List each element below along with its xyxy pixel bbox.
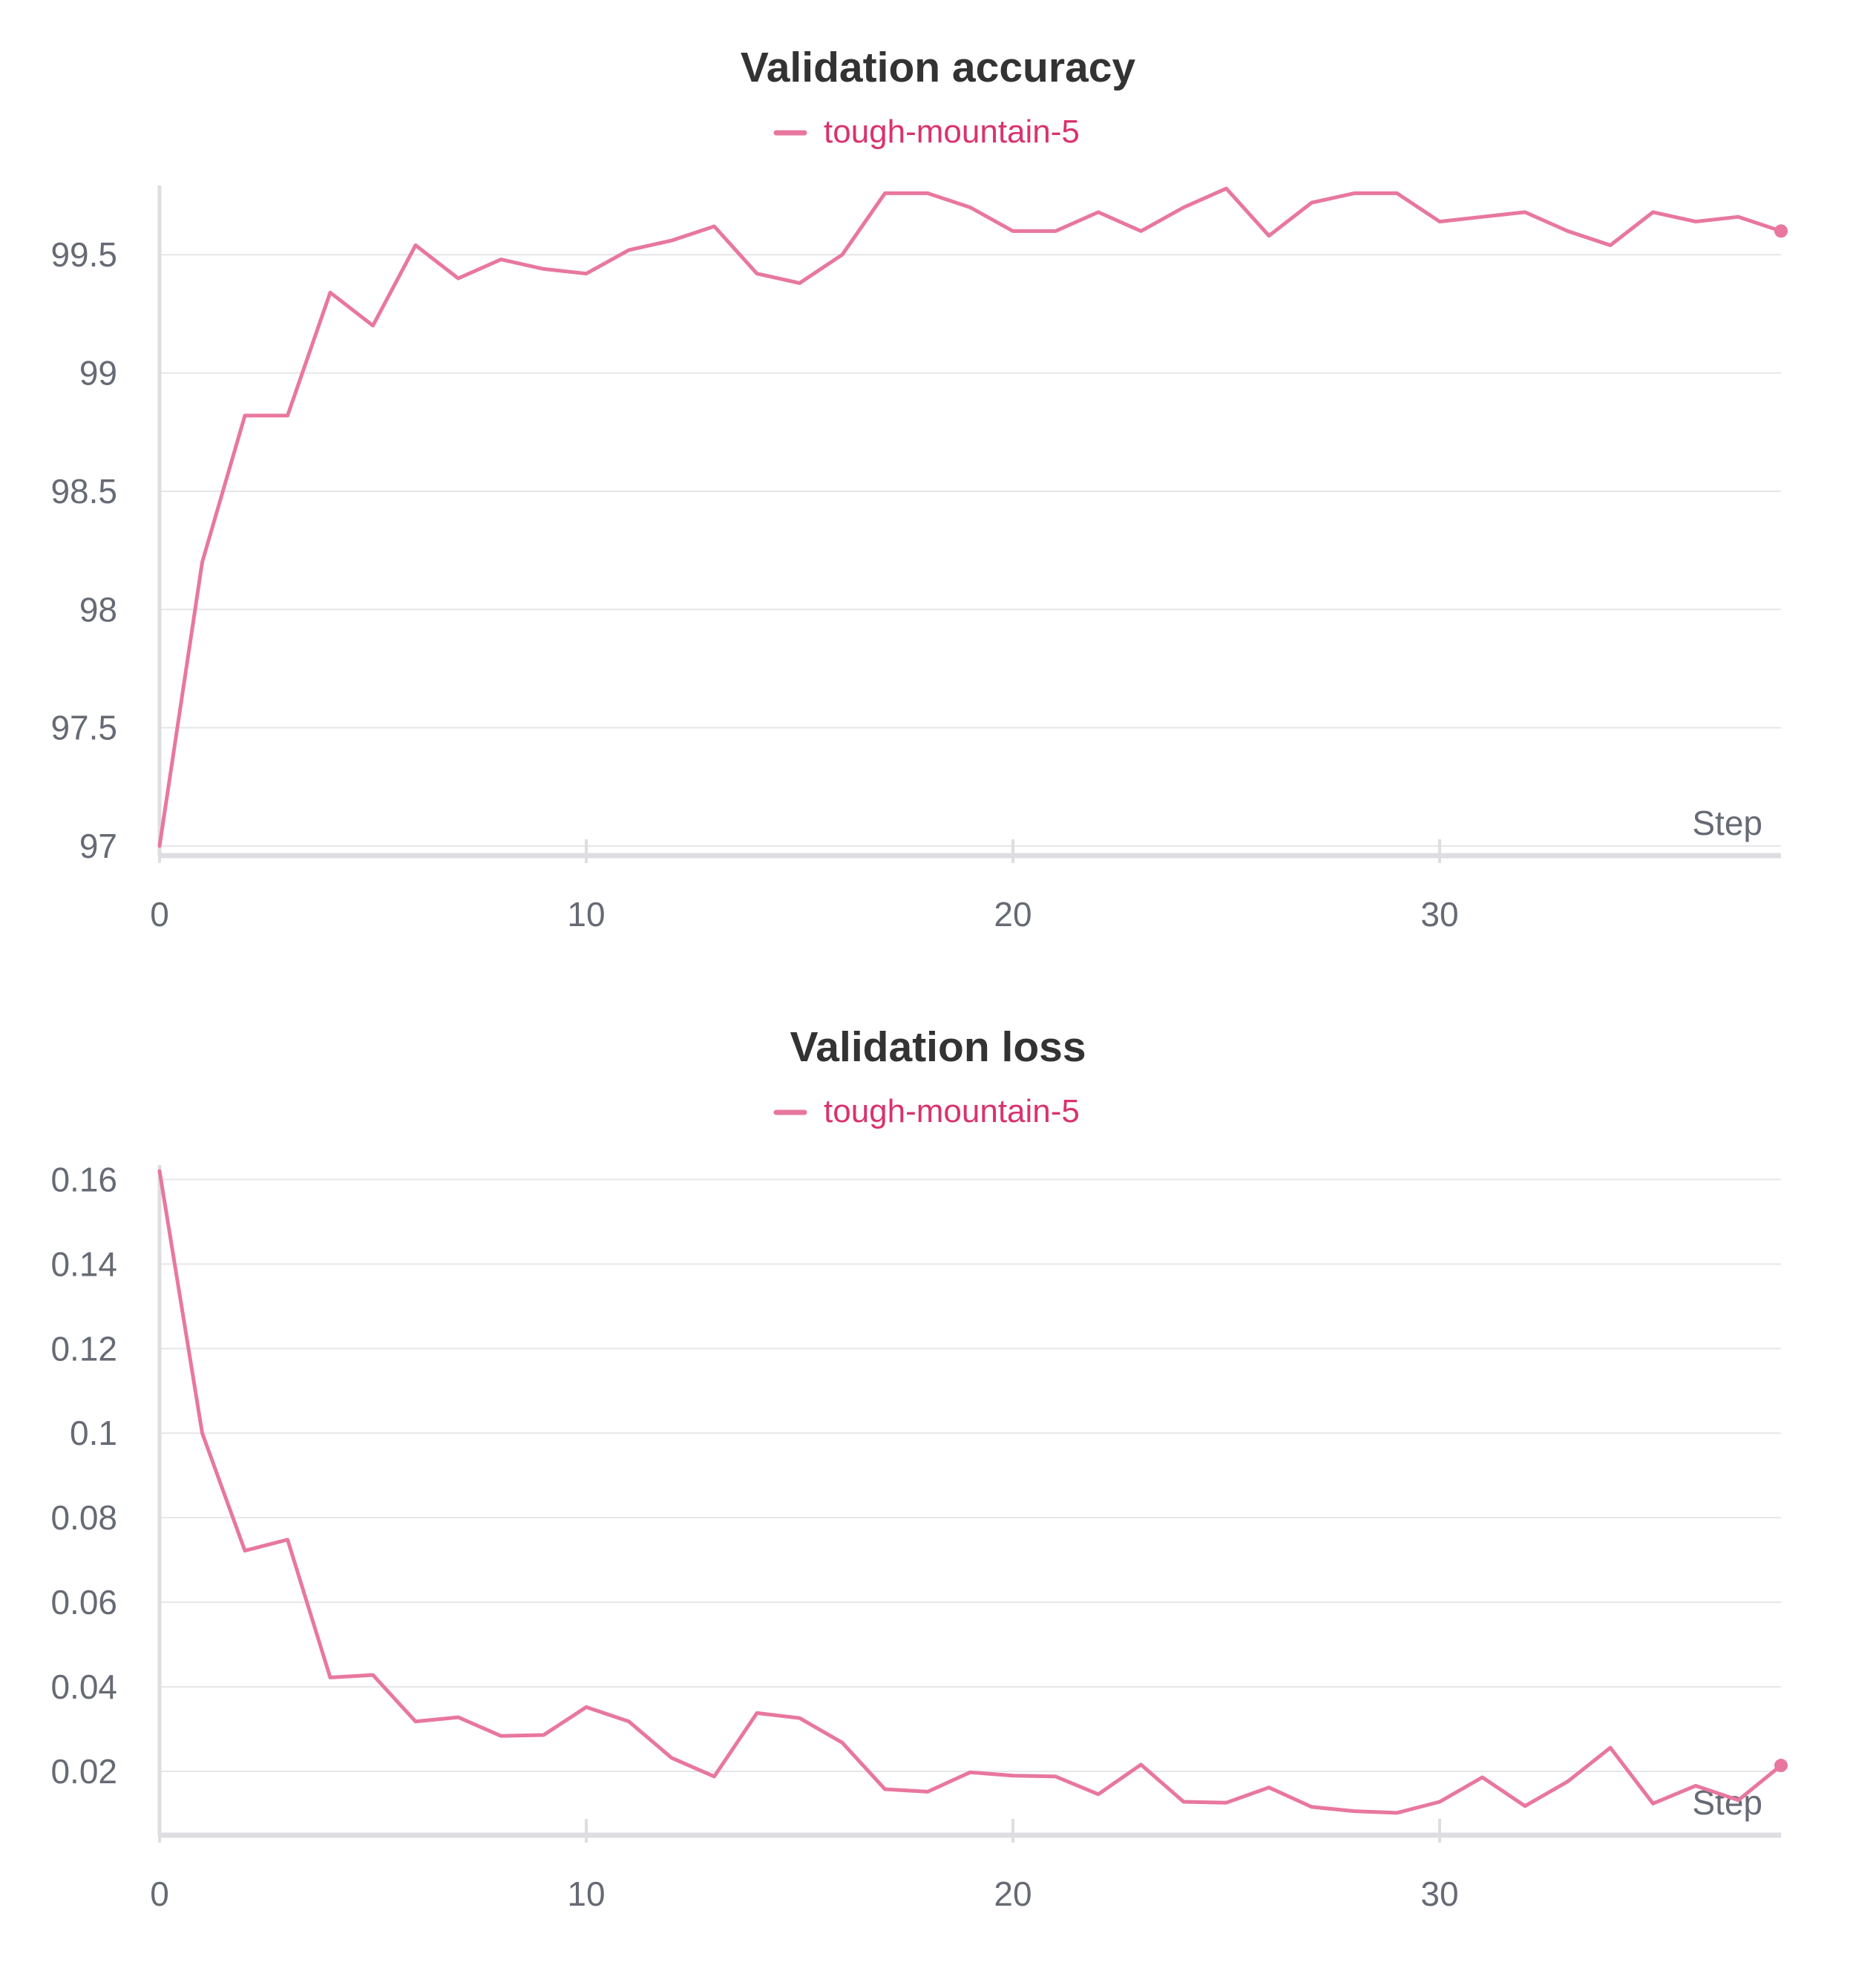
- loss-series-endpoint[interactable]: [1774, 1759, 1788, 1773]
- accuracy-y-tick-label: 97.5: [50, 709, 117, 747]
- accuracy-x-axis-name: Step: [1692, 804, 1762, 842]
- loss-x-tick-label: 0: [150, 1875, 169, 1913]
- loss-y-tick-label: 0.16: [50, 1160, 117, 1198]
- accuracy-x-tick-label: 30: [1420, 895, 1458, 934]
- accuracy-y-tick-label: 99.5: [50, 235, 117, 274]
- loss-y-tick-label: 0.06: [50, 1583, 117, 1621]
- accuracy-series-line[interactable]: [157, 186, 1783, 848]
- loss-y-tick-label: 0.04: [50, 1667, 117, 1706]
- loss-y-tick-label: 0.12: [50, 1329, 117, 1368]
- validation-accuracy-panel: Validation accuracy tough-mountain-5 97 97.…: [0, 0, 1876, 980]
- loss-x-tick-label: 10: [567, 1875, 605, 1913]
- validation-accuracy-chart: Validation accuracy tough-mountain-5 97 97.…: [50, 44, 1788, 934]
- accuracy-chart-title: Validation accuracy: [741, 44, 1136, 91]
- accuracy-y-tick-label: 97: [79, 827, 117, 865]
- loss-x-tick-label: 30: [1420, 1875, 1458, 1913]
- loss-y-tick-label: 0.08: [50, 1498, 117, 1537]
- loss-series-line[interactable]: [157, 1169, 1783, 1815]
- validation-loss-chart: Validation loss tough-mountain-5 0.02 0.04 0…: [50, 1023, 1788, 1913]
- accuracy-x-tick-label: 10: [567, 895, 605, 934]
- loss-y-tick-label: 0.02: [50, 1752, 117, 1791]
- loss-y-tick-label: 0.14: [50, 1244, 117, 1283]
- accuracy-y-tick-label: 99: [79, 354, 117, 393]
- loss-x-tick-label: 20: [994, 1875, 1032, 1913]
- loss-y-tick-label: 0.1: [70, 1414, 117, 1452]
- accuracy-y-tick-label: 98.5: [50, 472, 117, 511]
- accuracy-x-tick-label: 20: [994, 895, 1032, 934]
- validation-loss-panel: Validation loss tough-mountain-5 0.02 0.04 0…: [0, 980, 1876, 1959]
- loss-legend-label[interactable]: tough-mountain-5: [824, 1093, 1080, 1129]
- accuracy-series-endpoint[interactable]: [1774, 224, 1788, 238]
- accuracy-y-tick-label: 98: [79, 590, 117, 629]
- accuracy-legend-label[interactable]: tough-mountain-5: [824, 114, 1080, 150]
- accuracy-x-tick-label: 0: [150, 895, 169, 934]
- loss-chart-title: Validation loss: [790, 1023, 1086, 1071]
